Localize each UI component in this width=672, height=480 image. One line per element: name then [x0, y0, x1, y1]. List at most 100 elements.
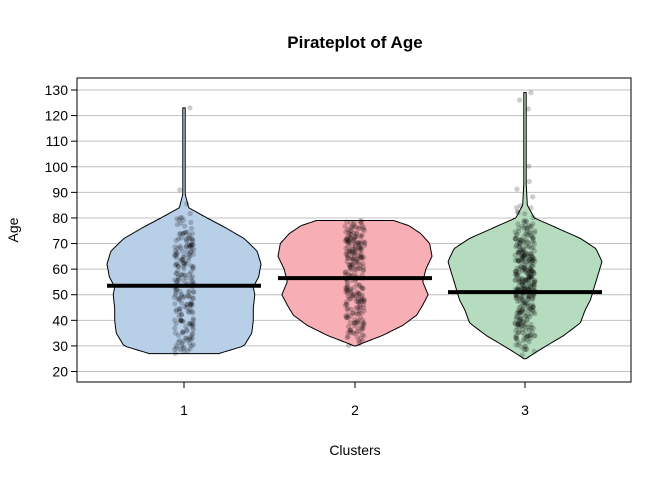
data-point [180, 338, 186, 344]
data-point [526, 294, 532, 300]
data-point [342, 269, 349, 275]
data-point [345, 323, 352, 330]
data-point [179, 343, 185, 349]
data-point [525, 258, 531, 264]
data-point [517, 240, 523, 246]
data-point [190, 238, 196, 244]
data-point [358, 255, 364, 261]
data-point [523, 343, 529, 349]
data-point [518, 264, 524, 270]
data-point [178, 272, 184, 278]
data-point [190, 330, 196, 337]
y-tick-label: 80 [52, 210, 68, 226]
data-point [523, 259, 530, 265]
data-point [522, 266, 528, 272]
data-point [527, 333, 533, 339]
data-point [186, 309, 192, 315]
data-point [514, 332, 520, 338]
data-point [515, 221, 521, 227]
data-point [352, 249, 358, 255]
data-point [357, 283, 363, 289]
data-point [179, 215, 185, 221]
data-point [521, 344, 528, 350]
data-point [355, 240, 361, 246]
data-point [523, 327, 529, 333]
data-point [191, 247, 197, 253]
data-point [530, 307, 536, 313]
data-point [188, 299, 194, 305]
data-point [173, 290, 179, 296]
data-point [514, 265, 520, 271]
data-point [351, 238, 357, 244]
data-point [355, 296, 361, 302]
data-point [512, 236, 518, 242]
data-point [344, 279, 350, 285]
data-point [360, 239, 366, 245]
data-point [513, 293, 519, 299]
data-point [530, 261, 536, 267]
data-point [515, 258, 521, 264]
data-point [188, 249, 194, 255]
data-point [521, 262, 528, 268]
data-point [532, 228, 538, 234]
data-point [516, 321, 522, 327]
data-point [528, 307, 535, 313]
data-point [522, 277, 528, 283]
y-tick-label: 100 [45, 159, 69, 175]
data-point [522, 302, 528, 308]
data-point [531, 271, 537, 277]
data-point [358, 296, 364, 302]
data-point [524, 337, 530, 343]
data-point [525, 294, 531, 300]
data-point [531, 241, 538, 247]
data-point [359, 338, 366, 344]
data-point [183, 323, 189, 329]
data-point [516, 249, 522, 255]
data-point [519, 308, 526, 314]
data-point [523, 267, 529, 273]
data-point [187, 294, 193, 300]
data-point [513, 236, 519, 242]
data-point [186, 288, 192, 294]
data-point [354, 334, 360, 340]
data-point [513, 272, 519, 278]
data-point [357, 262, 363, 268]
data-point [362, 227, 368, 233]
data-point [360, 321, 366, 327]
data-point [359, 232, 365, 238]
data-point [518, 295, 524, 302]
data-point [519, 323, 525, 329]
data-point [353, 248, 359, 254]
data-point [515, 307, 522, 313]
data-point [521, 323, 527, 329]
data-point [187, 105, 193, 111]
data-point [516, 322, 522, 328]
data-point [358, 336, 364, 342]
data-point [342, 238, 348, 244]
data-point [187, 300, 194, 307]
data-point [531, 230, 538, 236]
data-point [521, 225, 527, 231]
data-point [181, 266, 187, 272]
data-point [348, 224, 354, 230]
data-point [514, 272, 521, 278]
data-point [356, 239, 362, 245]
data-point [350, 238, 356, 244]
data-point [522, 313, 529, 319]
data-point [529, 329, 535, 335]
data-point [183, 244, 189, 250]
data-point [528, 335, 534, 341]
data-point [360, 323, 366, 329]
data-point [516, 297, 522, 304]
data-point [348, 255, 354, 261]
data-point [183, 275, 189, 281]
data-point [356, 265, 363, 271]
data-point [530, 245, 536, 251]
data-point [521, 318, 527, 325]
data-point [180, 231, 186, 237]
data-point [513, 269, 519, 275]
data-point [361, 298, 367, 305]
data-point [177, 308, 183, 314]
data-point [526, 305, 532, 311]
data-point [522, 300, 528, 306]
